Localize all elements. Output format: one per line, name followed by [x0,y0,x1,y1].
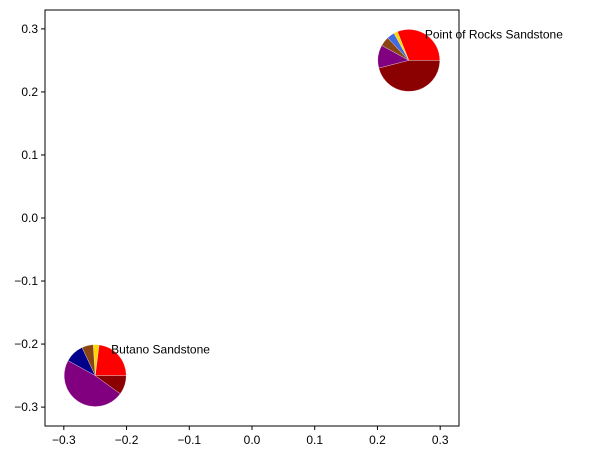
pie-slice [378,60,440,92]
pie-slice [95,344,127,376]
pie-slice [64,360,121,407]
y-tick-label: 0.3 [21,22,38,36]
pie-slice [397,29,440,61]
pie-slice [94,375,127,395]
y-tick-label: 0.0 [21,211,38,225]
x-tick-label: −0.3 [52,433,76,447]
x-axis: −0.3 −0.2 −0.1 0.0 0.1 0.2 0.3 [52,426,449,447]
x-tick-label: −0.1 [177,433,201,447]
x-tick-label: 0.1 [306,433,323,447]
pie-marker [377,29,440,92]
y-tick-label: −0.1 [14,274,38,288]
y-tick-label: −0.3 [14,400,38,414]
pie-marker [64,344,127,407]
y-axis: −0.3 −0.2 −0.1 0.0 0.1 0.2 0.3 [14,22,45,414]
x-tick-label: 0.2 [369,433,386,447]
x-tick-label: −0.2 [115,433,139,447]
x-tick-label: 0.0 [244,433,261,447]
point-label: Point of Rocks Sandstone [425,27,563,41]
y-tick-label: −0.2 [14,337,38,351]
y-tick-label: 0.2 [21,85,38,99]
x-tick-label: 0.3 [432,433,449,447]
point-label: Butano Sandstone [111,343,210,357]
y-tick-label: 0.1 [21,148,38,162]
pie-markers: Point of Rocks Sandstone Butano Sandstone [64,27,563,407]
